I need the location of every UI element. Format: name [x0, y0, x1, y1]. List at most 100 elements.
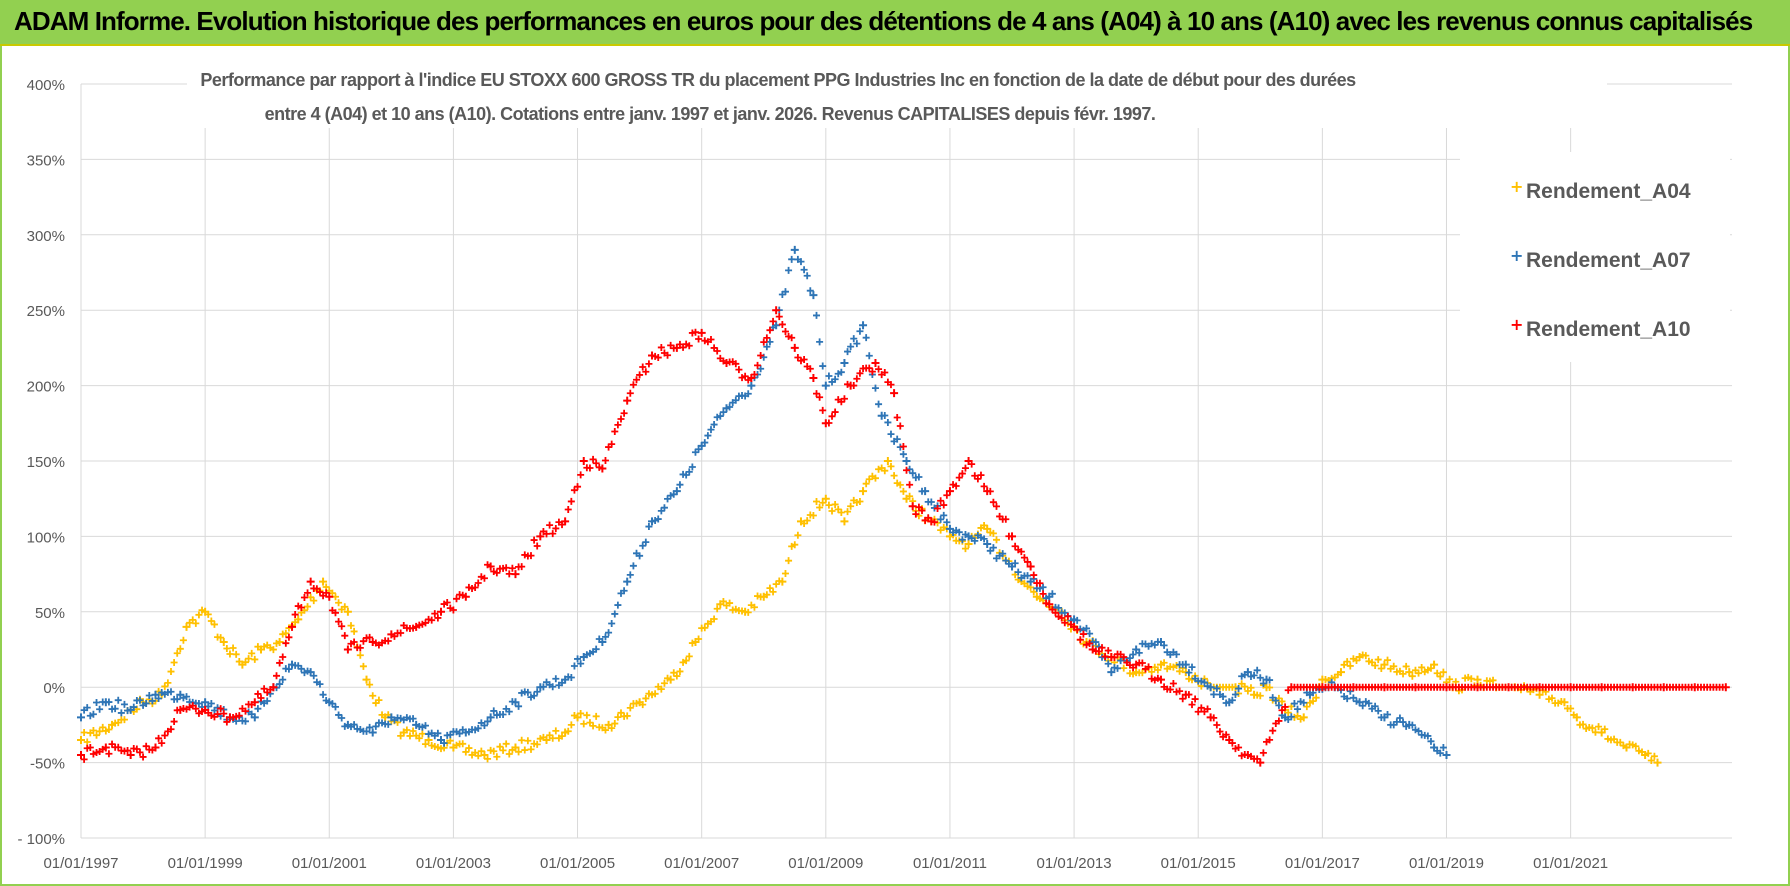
- data-point: [306, 577, 315, 586]
- data-point-fill: [816, 338, 824, 346]
- data-point-fill: [574, 655, 582, 663]
- data-point-fill: [1247, 684, 1255, 692]
- data-point-fill: [701, 439, 709, 447]
- data-point-fill: [567, 497, 575, 505]
- data-point-fill: [1120, 664, 1128, 672]
- y-tick-label: - 100%: [17, 831, 65, 848]
- data-point-fill: [592, 459, 600, 467]
- data-point-fill: [530, 692, 538, 700]
- data-point: [983, 524, 992, 533]
- data-point: [77, 735, 85, 744]
- data-point-fill: [1384, 711, 1392, 719]
- data-point-fill: [713, 347, 721, 355]
- data-point-fill: [490, 747, 498, 755]
- data-point-fill: [105, 698, 113, 706]
- data-point-fill: [220, 710, 228, 718]
- data-point: [1156, 675, 1165, 684]
- chart-title-line2: entre 4 (A04) et 10 ans (A10). Cotations…: [265, 104, 1156, 124]
- data-point-fill: [372, 722, 380, 730]
- data-point-fill: [1235, 685, 1243, 693]
- data-point-fill: [1595, 723, 1603, 731]
- x-tick-label: 01/01/2007: [664, 855, 739, 872]
- x-tick-label: 01/01/2015: [1161, 855, 1236, 872]
- data-point: [666, 675, 675, 684]
- data-point-fill: [1548, 694, 1556, 702]
- data-point-fill: [493, 753, 501, 761]
- data-point-fill: [1194, 708, 1202, 716]
- data-point-fill: [629, 562, 637, 570]
- data-point-fill: [992, 536, 1000, 544]
- data-point-fill: [865, 352, 873, 360]
- data-point-fill: [989, 498, 997, 506]
- data-point-fill: [241, 658, 249, 666]
- data-point-fill: [1312, 694, 1320, 702]
- data-point-fill: [384, 720, 392, 728]
- data-point-fill: [409, 715, 417, 723]
- data-point-fill: [456, 730, 464, 738]
- data-point-fill: [1017, 548, 1025, 556]
- data-point-fill: [254, 705, 262, 713]
- data-point: [921, 487, 930, 496]
- data-point-fill: [831, 408, 839, 416]
- data-point-fill: [915, 473, 923, 481]
- data-point-fill: [260, 685, 268, 693]
- data-point-fill: [1275, 701, 1283, 709]
- data-point-fill: [1300, 699, 1308, 707]
- data-point-fill: [934, 505, 942, 513]
- data-point-fill: [831, 500, 839, 508]
- data-point-fill: [1424, 732, 1432, 740]
- data-point-fill: [338, 714, 346, 722]
- data-point-fill: [189, 616, 197, 624]
- data-point-fill: [791, 541, 799, 549]
- data-point-fill: [499, 711, 507, 719]
- data-point-fill: [502, 564, 510, 572]
- data-point-fill: [844, 348, 852, 356]
- data-point: [809, 374, 818, 383]
- data-point-fill: [642, 368, 650, 376]
- data-point-fill: [170, 659, 178, 667]
- data-point-fill: [583, 711, 591, 719]
- data-point-fill: [245, 655, 253, 663]
- data-point-fill: [375, 696, 383, 704]
- data-point-fill: [906, 492, 914, 500]
- data-point: [747, 381, 756, 390]
- data-point-fill: [608, 619, 616, 627]
- data-point: [1045, 600, 1054, 609]
- data-point-fill: [204, 610, 212, 618]
- data-point-fill: [1011, 559, 1019, 567]
- data-point-fill: [797, 258, 805, 266]
- data-point: [883, 457, 892, 465]
- data-point-fill: [601, 457, 609, 465]
- y-tick-label: 200%: [27, 379, 65, 396]
- data-point: [250, 713, 259, 722]
- data-point: [486, 713, 495, 722]
- data-point-fill: [164, 679, 172, 687]
- data-point: [945, 487, 954, 496]
- data-point: [1572, 713, 1581, 722]
- data-point-fill: [1228, 696, 1236, 704]
- data-point-fill: [856, 327, 864, 335]
- data-point-fill: [449, 606, 457, 614]
- data-point: [598, 464, 607, 473]
- data-point-fill: [440, 739, 448, 747]
- data-point-fill: [484, 755, 492, 763]
- data-point-fill: [161, 731, 169, 739]
- data-point: [859, 487, 868, 496]
- data-point-fill: [871, 384, 879, 392]
- data-point: [436, 607, 445, 616]
- data-point-fill: [589, 455, 597, 463]
- data-point-fill: [499, 746, 507, 754]
- legend-entry-a07: + Rendement_A07: [1510, 246, 1691, 272]
- data-point-fill: [1231, 691, 1239, 699]
- data-point-fill: [726, 599, 734, 607]
- data-point-fill: [977, 471, 985, 479]
- data-point-fill: [1185, 669, 1193, 677]
- data-point-fill: [710, 615, 718, 623]
- data-point-fill: [474, 579, 482, 587]
- data-point-fill: [1138, 659, 1146, 667]
- data-point-fill: [1408, 672, 1416, 680]
- data-point-fill: [549, 683, 557, 691]
- data-point-fill: [282, 639, 290, 647]
